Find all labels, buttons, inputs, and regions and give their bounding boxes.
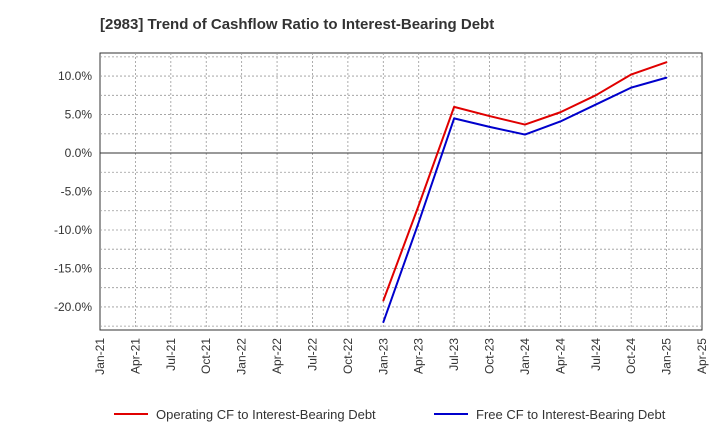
x-tick-label: Jul-23 <box>447 338 461 371</box>
x-tick-label: Jan-22 <box>235 338 249 375</box>
y-tick-label: -15.0% <box>54 261 92 275</box>
data-point <box>559 120 562 123</box>
y-tick-label: 0.0% <box>65 146 93 160</box>
x-tick-label: Jan-23 <box>376 338 390 375</box>
x-tick-label: Jan-25 <box>660 338 674 375</box>
data-point <box>417 204 420 207</box>
x-tick-label: Apr-24 <box>553 338 567 374</box>
data-point <box>453 117 455 120</box>
x-tick-label: Jul-24 <box>589 338 603 371</box>
y-tick-label: -10.0% <box>54 223 92 237</box>
data-point <box>488 115 491 117</box>
y-tick-label: 5.0% <box>65 108 93 122</box>
data-point <box>382 321 385 324</box>
data-point <box>453 106 455 108</box>
x-tick-label: Oct-22 <box>341 338 355 374</box>
chart-title: [2983] Trend of Cashflow Ratio to Intere… <box>100 16 495 33</box>
x-tick-label: Apr-23 <box>412 338 426 374</box>
x-tick-label: Jan-21 <box>93 338 107 375</box>
data-point <box>594 94 597 97</box>
x-tick-label: Jan-24 <box>518 338 532 375</box>
x-tick-label: Oct-24 <box>624 338 638 374</box>
data-point <box>488 126 491 128</box>
x-tick-label: Jul-22 <box>305 338 319 371</box>
y-tick-label: 10.0% <box>58 69 92 83</box>
legend-label-1: Operating CF to Interest-Bearing Debt <box>156 407 376 422</box>
x-tick-label: Apr-22 <box>270 338 284 374</box>
data-point <box>524 123 526 126</box>
x-tick-label: Apr-21 <box>128 338 142 374</box>
y-tick-label: -20.0% <box>54 300 92 314</box>
x-tick-label: Oct-21 <box>199 338 213 374</box>
data-point <box>524 133 526 136</box>
y-tick-label: -5.0% <box>61 185 93 199</box>
x-tick-label: Oct-23 <box>483 338 497 374</box>
data-point <box>665 61 668 64</box>
x-tick-label: Apr-25 <box>695 338 709 374</box>
data-point <box>665 76 668 79</box>
data-point <box>382 299 385 302</box>
x-tick-label: Jul-21 <box>164 338 178 371</box>
data-point <box>630 73 632 76</box>
data-point <box>630 86 632 89</box>
data-point <box>559 111 562 114</box>
data-point <box>594 103 597 106</box>
legend-label-2: Free CF to Interest-Bearing Debt <box>476 407 666 422</box>
data-point <box>417 221 420 224</box>
